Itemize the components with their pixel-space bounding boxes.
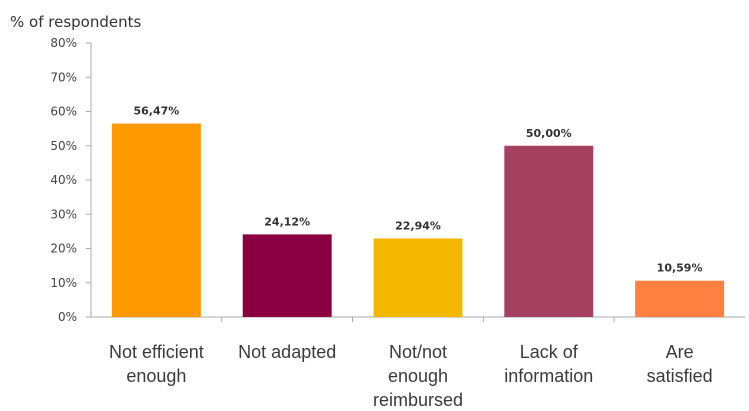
category-label: Not/not enough reimbursed bbox=[373, 342, 463, 410]
category-label: Lack of information bbox=[504, 342, 593, 386]
y-axis-title: % of respondents bbox=[10, 13, 141, 31]
data-label: 24,12% bbox=[264, 215, 310, 228]
data-label: 22,94% bbox=[395, 219, 441, 232]
y-tick-label: 40% bbox=[50, 173, 77, 187]
bar bbox=[373, 238, 463, 317]
y-tick-label: 0% bbox=[58, 310, 77, 324]
category-labels: Not efficient enough Not adapted Not/not eno… bbox=[109, 342, 713, 410]
y-tick-label: 60% bbox=[50, 105, 77, 119]
data-labels: 56,47% 24,12% 22,94% 50,00% 10,59% bbox=[133, 105, 702, 275]
bar bbox=[504, 145, 594, 317]
y-tick-label: 30% bbox=[50, 207, 77, 221]
y-tick-label: 10% bbox=[50, 276, 77, 290]
y-tick-label: 50% bbox=[50, 139, 77, 153]
bar bbox=[242, 234, 332, 317]
bar bbox=[111, 123, 201, 318]
y-tick-label: 80% bbox=[50, 36, 77, 50]
bars bbox=[111, 123, 725, 318]
category-label: Are satisfied bbox=[647, 342, 713, 386]
data-label: 56,47% bbox=[133, 105, 179, 118]
y-tick-label: 70% bbox=[50, 70, 77, 84]
category-label: Not efficient enough bbox=[109, 342, 204, 386]
data-label: 10,59% bbox=[657, 262, 703, 275]
bar bbox=[635, 280, 725, 317]
y-tick-label: 20% bbox=[50, 242, 77, 256]
category-label: Not adapted bbox=[238, 342, 336, 362]
data-label: 50,00% bbox=[526, 127, 572, 140]
